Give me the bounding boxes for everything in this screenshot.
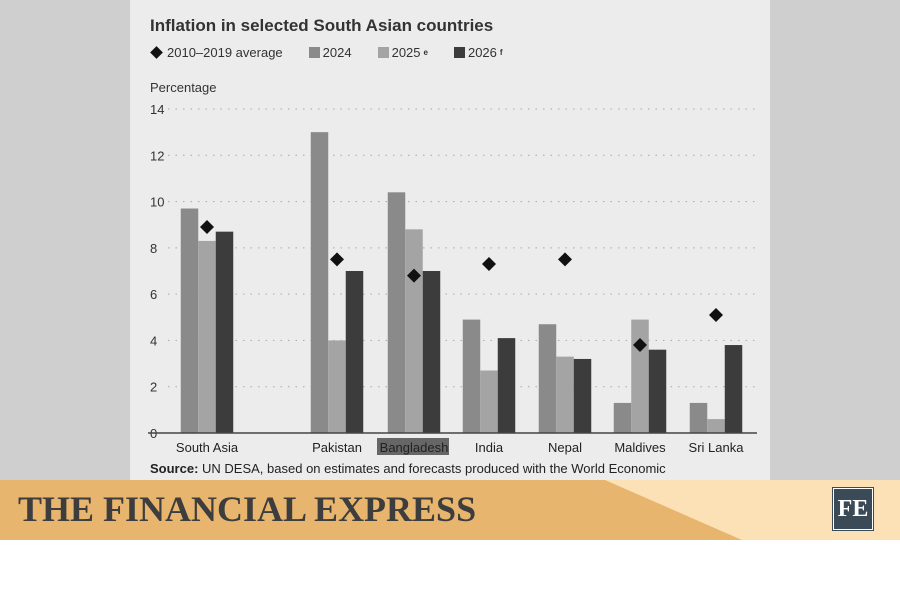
banner-stripe — [0, 480, 742, 540]
legend-superscript: f — [499, 48, 503, 57]
bar-2024-nepal — [538, 324, 557, 433]
y-tick-label: 2 — [150, 380, 157, 395]
x-tick-label: Pakistan — [312, 440, 362, 455]
marker-average-india — [482, 257, 496, 272]
bar-chart: Percentage02468101214South AsiaPakistanB… — [148, 80, 757, 455]
x-tick-label: India — [475, 440, 504, 455]
x-tick-label: Nepal — [548, 440, 582, 455]
y-tick-label: 12 — [150, 148, 164, 163]
swatch-2025 — [377, 47, 389, 58]
y-tick-label: 4 — [150, 333, 157, 348]
legend: 2010–2019 average 2024 2025 e 2026 f — [150, 45, 503, 60]
legend-label: 2010–2019 average — [167, 45, 283, 60]
swatch-2024 — [308, 47, 320, 58]
legend-label: 2026 — [467, 45, 497, 60]
y-tick-label: 14 — [150, 102, 164, 117]
x-tick-label: Bangladesh — [380, 440, 449, 455]
bar-2024-india — [462, 319, 481, 433]
swatch-2026 — [453, 47, 465, 58]
x-tick-label: Maldives — [614, 440, 666, 455]
marker-average-south-asia — [200, 220, 214, 235]
bar-2026-south-asia — [215, 231, 234, 433]
source-label: Source: — [150, 461, 199, 476]
bar-2025-nepal — [556, 356, 574, 433]
bar-2024-bangladesh — [387, 192, 406, 433]
category-highlight — [377, 438, 449, 455]
bar-2024-south-asia — [180, 208, 199, 433]
x-tick-label: Sri Lanka — [689, 440, 745, 455]
y-axis-label: Percentage — [150, 80, 217, 95]
bar-2026-sri-lanka — [724, 345, 743, 433]
bar-2026-pakistan — [345, 271, 364, 433]
bar-2025-bangladesh — [405, 229, 423, 433]
publisher-banner: THE FINANCIAL EXPRESS FE — [0, 480, 900, 540]
legend-item-2025: 2025 e — [377, 45, 428, 60]
legend-superscript: e — [423, 48, 428, 57]
fe-logo: FE — [832, 487, 874, 531]
chart-panel: Inflation in selected South Asian countr… — [130, 0, 770, 480]
bar-2025-pakistan — [328, 340, 346, 433]
y-tick-label: 10 — [150, 195, 164, 210]
y-tick-label: 6 — [150, 287, 157, 302]
bar-2024-pakistan — [310, 132, 329, 433]
bar-2025-sri-lanka — [707, 419, 725, 433]
y-tick-label: 8 — [150, 241, 157, 256]
marker-average-pakistan — [330, 252, 344, 267]
source-text: UN DESA, based on estimates and forecast… — [198, 461, 666, 476]
x-tick-label: South Asia — [176, 440, 239, 455]
legend-item-average: 2010–2019 average — [150, 45, 283, 60]
bar-2026-maldives — [648, 349, 667, 433]
bar-2024-sri-lanka — [689, 402, 708, 433]
source-note: Source: UN DESA, based on estimates and … — [150, 461, 666, 476]
marker-average-nepal — [558, 252, 572, 267]
bar-2026-india — [497, 338, 516, 433]
marker-average-sri-lanka — [709, 307, 723, 322]
right-margin — [770, 0, 900, 480]
bar-2025-maldives — [631, 319, 649, 433]
left-margin — [0, 0, 130, 480]
brand-wordmark: THE FINANCIAL EXPRESS — [18, 489, 477, 529]
legend-label: 2025 — [391, 45, 421, 60]
legend-item-2024: 2024 — [308, 45, 352, 60]
bar-2025-south-asia — [198, 240, 216, 433]
bar-2026-nepal — [573, 358, 592, 433]
chart-title: Inflation in selected South Asian countr… — [150, 16, 494, 35]
bar-2025-india — [480, 370, 498, 433]
legend-label: 2024 — [322, 45, 352, 60]
bar-2024-maldives — [613, 402, 632, 433]
marker-average-bangladesh — [407, 268, 421, 283]
bar-2026-bangladesh — [422, 271, 441, 433]
marker-average-maldives — [633, 338, 647, 353]
legend-item-2026: 2026 f — [453, 45, 503, 60]
